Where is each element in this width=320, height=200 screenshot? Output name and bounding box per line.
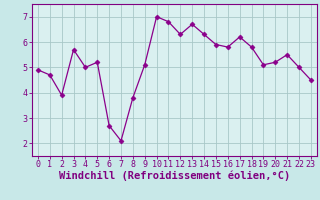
X-axis label: Windchill (Refroidissement éolien,°C): Windchill (Refroidissement éolien,°C) xyxy=(59,171,290,181)
